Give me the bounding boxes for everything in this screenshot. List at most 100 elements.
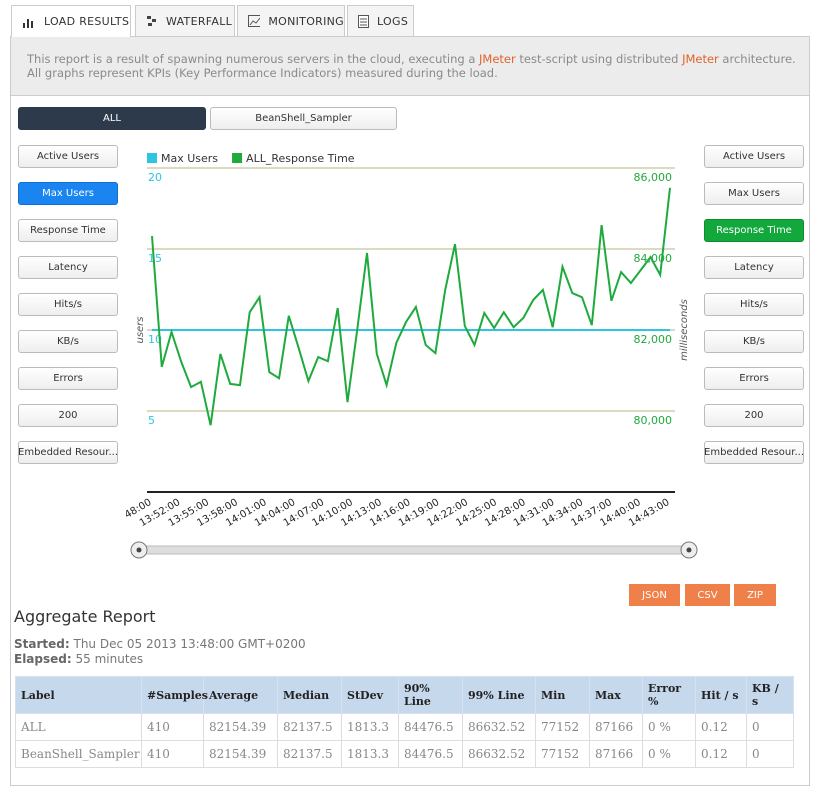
table-cell: BeanShell_Sampler [15,740,142,768]
tab[interactable]: MONITORING [237,5,345,36]
metric-button[interactable]: 200 [704,404,804,427]
table-cell: 0.12 [695,740,747,768]
y2-axis-label: milliseconds [679,299,690,361]
header-cell: Error % [642,676,696,714]
metric-button[interactable]: Errors [704,367,804,390]
header-cell: #Samples [141,676,208,714]
metric-button[interactable]: Hits/s [704,293,804,316]
tab-label: LOAD RESULTS [44,15,130,28]
header-cell: 99% Line [462,676,536,714]
header-cell: Hit / s [695,676,747,714]
metric-button[interactable]: KB/s [704,330,804,353]
export-button[interactable]: ZIP [734,584,776,606]
table-cell: 82154.39 [203,713,278,741]
y-tick-label: 15 [148,252,162,265]
legend-label: ALL_Response Time [246,152,355,165]
tab-label: LOGS [377,14,409,28]
sampler-button[interactable]: BeanShell_Sampler [210,107,397,130]
table-cell: 410 [141,740,204,768]
header-cell: Average [203,676,278,714]
metric-button[interactable]: Active Users [704,145,804,168]
tab-icon [147,16,156,26]
table-cell: 84476.5 [398,740,463,768]
header-cell: 90% Line [398,676,463,714]
table-cell: 84476.5 [398,713,463,741]
series-line [151,187,671,426]
metric-button[interactable]: Active Users [18,145,118,168]
table-cell: 86632.52 [462,740,536,768]
tab-label: MONITORING [268,14,344,28]
y2-tick-label: 82,000 [634,333,673,346]
table-cell: 0.12 [695,713,747,741]
metric-button[interactable]: Embedded Resour... [18,441,118,464]
table-cell: 82154.39 [203,740,278,768]
metric-button[interactable]: Latency [704,256,804,279]
table-cell: 77152 [535,740,590,768]
table-cell: 77152 [535,713,590,741]
legend-label: Max Users [161,152,218,165]
sampler-button[interactable]: ALL [18,107,206,130]
export-button[interactable]: JSON [629,584,680,606]
table-cell: 86632.52 [462,713,536,741]
table-cell: 1813.3 [341,713,399,741]
info-link[interactable]: JMeter [682,52,719,66]
table-cell: 87166 [589,713,643,741]
tab[interactable]: LOGS [347,5,414,36]
started-row: Started: Thu Dec 05 2013 13:48:00 GMT+02… [14,637,306,652]
table-cell: 82137.5 [277,713,342,741]
y-tick-label: 20 [148,171,162,184]
tab-icon [358,14,369,28]
info-text: This report is a result of spawning nume… [27,52,480,66]
tab[interactable]: LOAD RESULTS [11,5,131,37]
started-value: Thu Dec 05 2013 13:48:00 GMT+0200 [73,637,306,651]
tab-icon [23,18,33,28]
metric-button[interactable]: Response Time [18,219,118,242]
metric-button[interactable]: Response Time [704,219,804,242]
info-link[interactable]: JMeter [479,52,516,66]
slider-handle-dot [136,547,142,553]
y-tick-label: 5 [148,414,155,427]
aggregate-table: Label #Samples Average Median StDev 90% Line 9… [15,676,794,768]
y2-tick-label: 80,000 [634,414,673,427]
metric-button[interactable]: Latency [18,256,118,279]
metric-button[interactable]: Errors [18,367,118,390]
table-cell: 0 [746,713,794,741]
report-meta: Started: Thu Dec 05 2013 13:48:00 GMT+02… [14,637,306,667]
header-cell: KB / s [746,676,794,714]
header-cell: Min [535,676,590,714]
tab-label: WATERFALL [166,14,233,28]
elapsed-label: Elapsed: [14,652,72,666]
metric-button[interactable]: Embedded Resour... [704,441,804,464]
y-axis-label: users [135,316,146,343]
table-cell: 410 [141,713,204,741]
table-row: ALL 410 82154.39 82137.5 1813.3 84476.5 86632.… [15,713,794,741]
header-cell: StDev [341,676,399,714]
metric-button[interactable]: Max Users [18,182,118,205]
table-cell: 0 [746,740,794,768]
metric-button[interactable]: KB/s [18,330,118,353]
header-row: Label #Samples Average Median StDev 90% Line 9… [15,676,794,714]
elapsed-value: 55 minutes [75,652,144,666]
tab-icon [248,15,261,27]
table-cell: 1813.3 [341,740,399,768]
metric-button[interactable]: 200 [18,404,118,427]
y-tick-label: 10 [148,333,162,346]
elapsed-row: Elapsed: 55 minutes [14,652,306,667]
y2-tick-label: 86,000 [634,171,673,184]
slider-handle-dot [686,547,692,553]
tab[interactable]: WATERFALL [135,5,235,36]
header-cell: Median [277,676,342,714]
export-button[interactable]: CSV [685,584,730,606]
legend-swatch [147,153,157,163]
table-cell: 87166 [589,740,643,768]
table-cell: ALL [15,713,142,741]
metric-button[interactable]: Max Users [704,182,804,205]
info-line: All graphs represent KPIs (Key Performan… [27,66,498,80]
table-cell: 0 % [642,740,696,768]
table-cell: 82137.5 [277,740,342,768]
metric-button[interactable]: Hits/s [18,293,118,316]
header-cell[interactable]: Label [15,676,142,714]
slider-track[interactable] [137,545,691,555]
